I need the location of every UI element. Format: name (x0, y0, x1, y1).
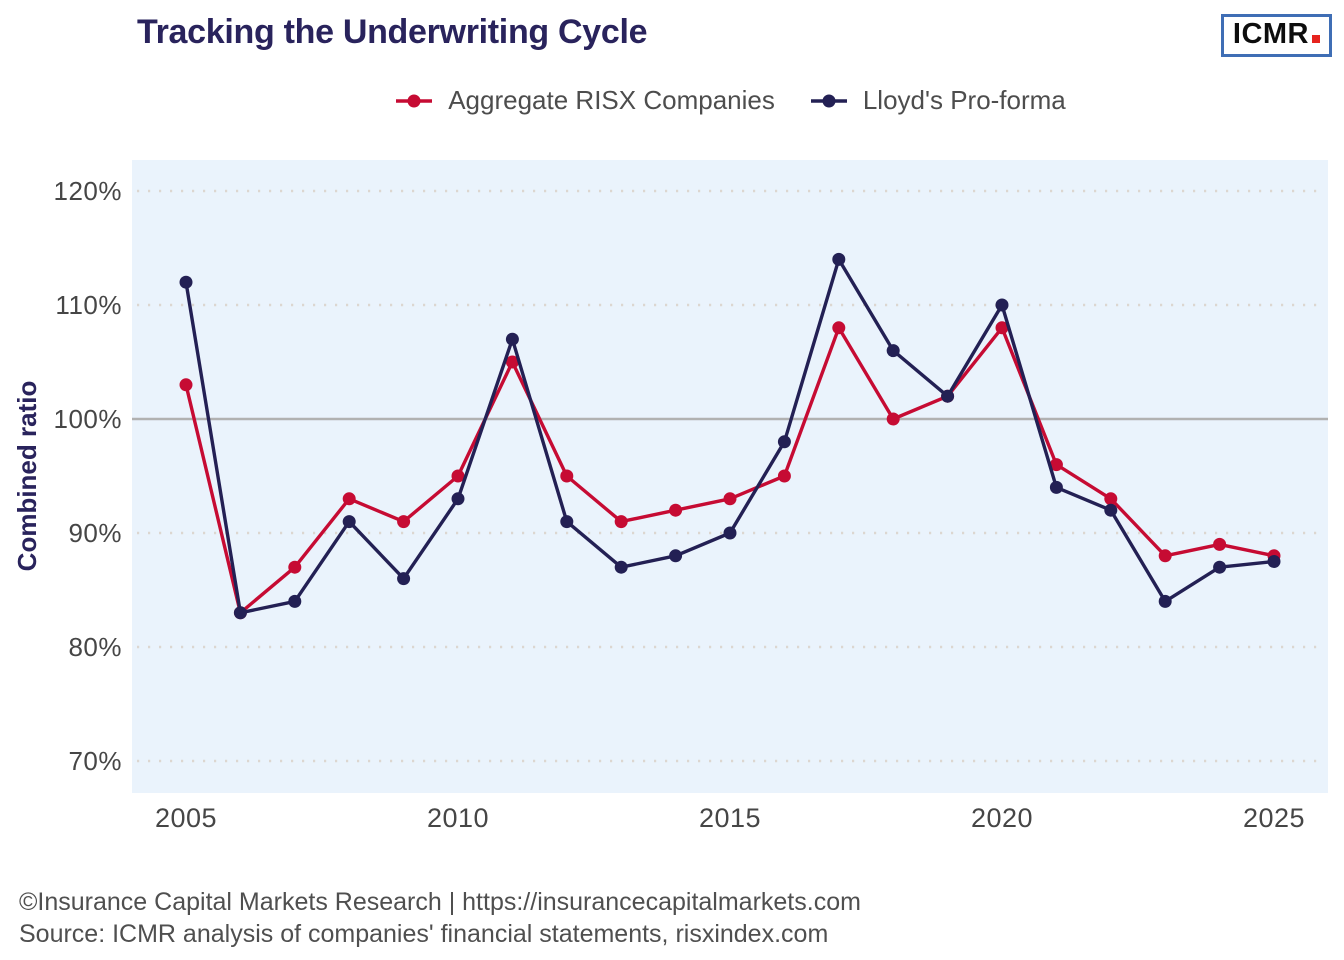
data-point-risx-2023[interactable] (1158, 549, 1172, 563)
data-point-risx-2021[interactable] (1049, 458, 1063, 472)
y-tick-label-70: 70% (68, 746, 122, 776)
y-tick-label-80: 80% (68, 632, 122, 662)
data-point-risx-2010[interactable] (451, 469, 465, 483)
y-tick-label-100: 100% (54, 404, 123, 434)
data-point-lloyds-2006[interactable] (233, 606, 247, 620)
data-point-lloyds-2013[interactable] (614, 560, 628, 574)
icmr-logo-text: ICMR (1232, 18, 1309, 50)
plot-area (132, 160, 1328, 793)
legend-marker-icon (810, 94, 847, 107)
data-point-risx-2008[interactable] (342, 492, 356, 506)
data-point-lloyds-2024[interactable] (1213, 560, 1227, 574)
data-point-risx-2009[interactable] (397, 515, 411, 529)
data-point-lloyds-2008[interactable] (342, 515, 356, 529)
footer-copyright-line: ©Insurance Capital Markets Research | ht… (19, 888, 861, 916)
footer-source-line: Source: ICMR analysis of companies' fina… (19, 920, 829, 948)
data-point-risx-2024[interactable] (1213, 537, 1227, 551)
data-point-lloyds-2014[interactable] (669, 549, 683, 563)
data-point-lloyds-2009[interactable] (397, 572, 411, 586)
data-point-risx-2022[interactable] (1104, 492, 1118, 506)
data-point-lloyds-2010[interactable] (451, 492, 465, 506)
icmr-logo-red-dot-icon (1312, 35, 1320, 43)
legend-item-1[interactable]: Lloyd's Pro-forma (809, 85, 1066, 116)
data-point-lloyds-2021[interactable] (1049, 480, 1063, 494)
data-point-lloyds-2017[interactable] (832, 252, 846, 266)
data-point-risx-2007[interactable] (288, 560, 302, 574)
x-tick-label-2010: 2010 (427, 803, 489, 833)
data-point-risx-2012[interactable] (560, 469, 574, 483)
x-tick-label-2015: 2015 (699, 803, 761, 833)
data-point-risx-2018[interactable] (886, 412, 900, 426)
legend-item-label: Lloyd's Pro-forma (862, 85, 1066, 115)
chart-title: Tracking the Underwriting Cycle (137, 13, 648, 51)
data-point-risx-2017[interactable] (832, 321, 846, 335)
icmr-logo: ICMR (1220, 14, 1332, 57)
data-point-lloyds-2011[interactable] (505, 332, 519, 346)
chart-legend: Aggregate RISX Companies Lloyd's Pro-form… (132, 85, 1328, 116)
legend-marker-icon (396, 94, 433, 107)
data-point-lloyds-2007[interactable] (288, 594, 302, 608)
y-axis-title: Combined ratio (12, 381, 42, 572)
data-point-lloyds-2022[interactable] (1104, 503, 1118, 517)
data-point-lloyds-2018[interactable] (886, 344, 900, 358)
data-point-lloyds-2016[interactable] (777, 435, 791, 449)
y-tick-label-110: 110% (55, 290, 122, 320)
y-tick-label-120: 120% (54, 176, 123, 206)
x-tick-label-2025: 2025 (1243, 803, 1305, 833)
data-point-risx-2015[interactable] (723, 492, 737, 506)
data-point-lloyds-2005[interactable] (179, 275, 193, 289)
x-tick-label-2020: 2020 (971, 803, 1033, 833)
data-point-risx-2016[interactable] (777, 469, 791, 483)
data-point-lloyds-2020[interactable] (995, 298, 1009, 312)
data-point-risx-2011[interactable] (505, 355, 519, 369)
y-tick-label-90: 90% (68, 518, 122, 548)
data-point-lloyds-2015[interactable] (723, 526, 737, 540)
x-tick-label-2005: 2005 (155, 803, 217, 833)
data-point-lloyds-2019[interactable] (941, 389, 955, 403)
data-point-risx-2013[interactable] (614, 515, 628, 529)
data-point-lloyds-2023[interactable] (1158, 594, 1172, 608)
legend-item-0[interactable]: Aggregate RISX Companies (394, 85, 775, 116)
data-point-risx-2005[interactable] (179, 378, 193, 392)
data-point-lloyds-2012[interactable] (560, 515, 574, 529)
data-point-risx-2014[interactable] (669, 503, 683, 517)
legend-item-label: Aggregate RISX Companies (448, 85, 775, 115)
data-point-risx-2020[interactable] (995, 321, 1009, 335)
footer: ©Insurance Capital Markets Research | ht… (19, 886, 861, 950)
data-point-lloyds-2025[interactable] (1267, 555, 1281, 568)
